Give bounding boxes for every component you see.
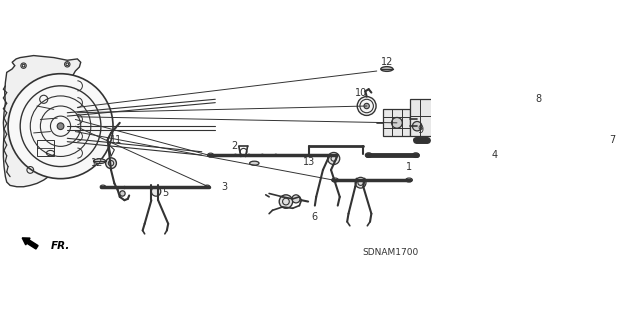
Ellipse shape [261,154,264,156]
Circle shape [328,152,340,165]
Text: 8: 8 [535,94,541,104]
Polygon shape [410,99,437,136]
Circle shape [152,187,161,196]
Polygon shape [383,109,410,136]
Circle shape [392,117,403,128]
Text: 5: 5 [162,189,168,198]
Text: 7: 7 [609,135,615,145]
Polygon shape [109,145,115,157]
Circle shape [57,123,64,130]
Ellipse shape [205,185,210,189]
Ellipse shape [100,185,106,189]
Text: 13: 13 [303,157,316,167]
Ellipse shape [332,178,339,182]
Circle shape [357,97,376,115]
Text: 6: 6 [312,212,318,222]
Circle shape [412,122,422,131]
Ellipse shape [412,153,419,158]
Text: 3: 3 [221,182,227,192]
Text: 10: 10 [355,87,367,98]
Ellipse shape [424,138,429,141]
Text: 9: 9 [417,124,424,135]
Ellipse shape [248,154,250,156]
Ellipse shape [275,154,277,156]
Circle shape [364,103,369,109]
FancyArrow shape [22,238,38,249]
Text: SDNAM1700: SDNAM1700 [362,248,419,257]
Ellipse shape [250,161,259,165]
Ellipse shape [365,153,372,158]
Circle shape [106,158,116,168]
Text: 11: 11 [110,135,122,145]
Polygon shape [3,56,81,187]
Ellipse shape [207,153,214,157]
Text: 12: 12 [92,158,104,168]
Circle shape [120,191,125,196]
Circle shape [8,74,113,179]
Ellipse shape [381,67,393,71]
Text: 12: 12 [381,56,393,67]
Ellipse shape [93,159,106,164]
Ellipse shape [413,138,419,141]
Circle shape [279,195,292,208]
Ellipse shape [406,178,412,182]
Text: 2: 2 [231,141,237,152]
Circle shape [355,177,366,188]
Text: 1: 1 [406,161,412,172]
Ellipse shape [332,153,338,157]
Ellipse shape [234,154,237,156]
Text: FR.: FR. [51,241,70,251]
Circle shape [292,195,300,203]
Text: 4: 4 [492,150,497,160]
